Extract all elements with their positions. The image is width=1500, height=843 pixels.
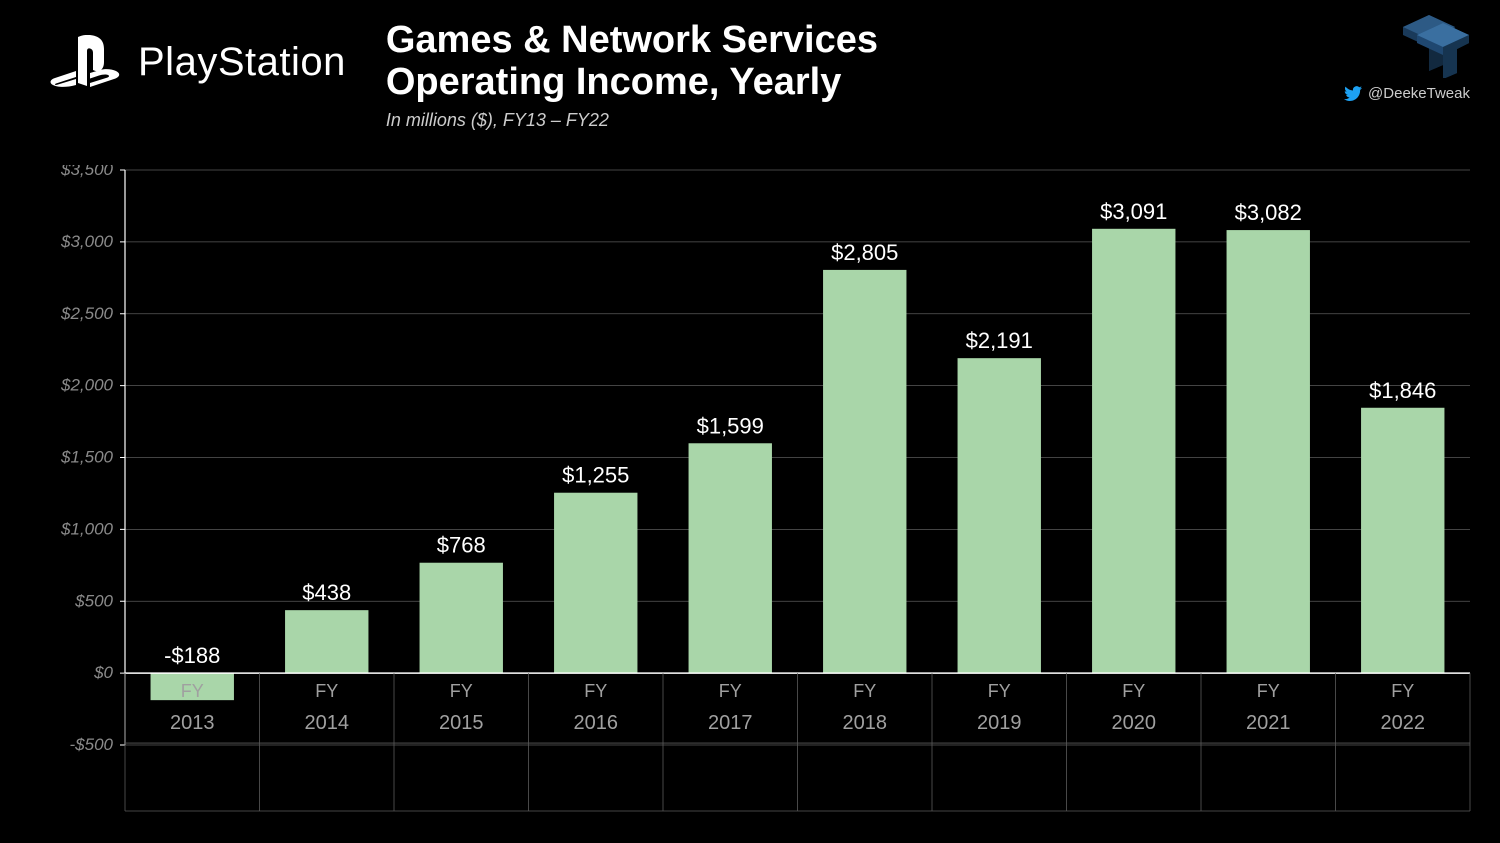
bar <box>1361 408 1444 673</box>
subtitle: In millions ($), FY13 – FY22 <box>386 110 878 131</box>
bar-value-label: $2,191 <box>966 328 1033 353</box>
bar-value-label: $3,082 <box>1235 200 1302 225</box>
x-category-label: 2013 <box>170 712 215 734</box>
x-category-prefix: FY <box>988 681 1011 701</box>
bar <box>285 610 368 673</box>
svg-text:$3,500: $3,500 <box>60 165 114 179</box>
chart-svg: -$500 $0 $500 $1,000 $1,500 $2,000 $2,500 $3,00… <box>50 165 1480 813</box>
x-category-label: 2022 <box>1381 712 1426 734</box>
attribution-handle: @DeekeTweak <box>1368 85 1470 102</box>
bar-value-label: $3,091 <box>1100 199 1167 224</box>
svg-text:$2,000: $2,000 <box>60 376 114 395</box>
bar-value-label: $1,255 <box>562 463 629 488</box>
bar-chart: -$500 $0 $500 $1,000 $1,500 $2,000 $2,500 $3,00… <box>50 165 1480 813</box>
x-category-prefix: FY <box>1257 681 1280 701</box>
x-category-label: 2017 <box>708 712 753 734</box>
x-category-prefix: FY <box>719 681 742 701</box>
header: PlayStation Games & Network Services Ope… <box>50 20 1450 131</box>
bar <box>689 443 772 673</box>
svg-text:$3,000: $3,000 <box>60 232 114 251</box>
bar-value-label: $2,805 <box>831 240 898 265</box>
x-category-prefix: FY <box>450 681 473 701</box>
attribution: @DeekeTweak <box>1344 85 1470 102</box>
x-category-label: 2014 <box>305 712 350 734</box>
svg-text:-$500: -$500 <box>70 735 114 754</box>
svg-text:$2,500: $2,500 <box>60 304 114 323</box>
x-category-label: 2018 <box>843 712 888 734</box>
title-line-1: Games & Network Services <box>386 20 878 62</box>
x-category-prefix: FY <box>584 681 607 701</box>
svg-text:$500: $500 <box>74 591 113 610</box>
bar <box>823 270 906 673</box>
site-logo <box>1395 10 1470 83</box>
title-line-2: Operating Income, Yearly <box>386 62 878 104</box>
title-block: Games & Network Services Operating Incom… <box>386 20 878 131</box>
svg-text:$1,500: $1,500 <box>60 448 114 467</box>
x-category-prefix: FY <box>853 681 876 701</box>
x-category-prefix: FY <box>315 681 338 701</box>
x-category-prefix: FY <box>181 681 204 701</box>
x-category-label: 2021 <box>1246 712 1291 734</box>
bar <box>1092 229 1175 673</box>
playstation-icon <box>50 35 120 90</box>
x-category-label: 2016 <box>574 712 619 734</box>
x-category-prefix: FY <box>1122 681 1145 701</box>
brand-name: PlayStation <box>138 40 346 85</box>
svg-text:$1,000: $1,000 <box>60 519 114 538</box>
svg-text:$0: $0 <box>93 663 113 682</box>
bar-value-label: $438 <box>302 580 351 605</box>
bar-value-label: -$188 <box>164 643 220 668</box>
tt-logo-icon <box>1395 10 1470 78</box>
x-category-label: 2019 <box>977 712 1022 734</box>
x-category-prefix: FY <box>1391 681 1414 701</box>
bar-value-label: $1,846 <box>1369 378 1436 403</box>
bar-value-label: $1,599 <box>697 413 764 438</box>
brand-logo-block: PlayStation <box>50 20 346 90</box>
twitter-icon <box>1344 86 1362 101</box>
bar-value-label: $768 <box>437 533 486 558</box>
bar <box>1227 230 1310 673</box>
x-category-label: 2015 <box>439 712 484 734</box>
bar <box>420 563 503 673</box>
x-category-label: 2020 <box>1112 712 1157 734</box>
bar <box>958 358 1041 673</box>
bar <box>554 493 637 673</box>
